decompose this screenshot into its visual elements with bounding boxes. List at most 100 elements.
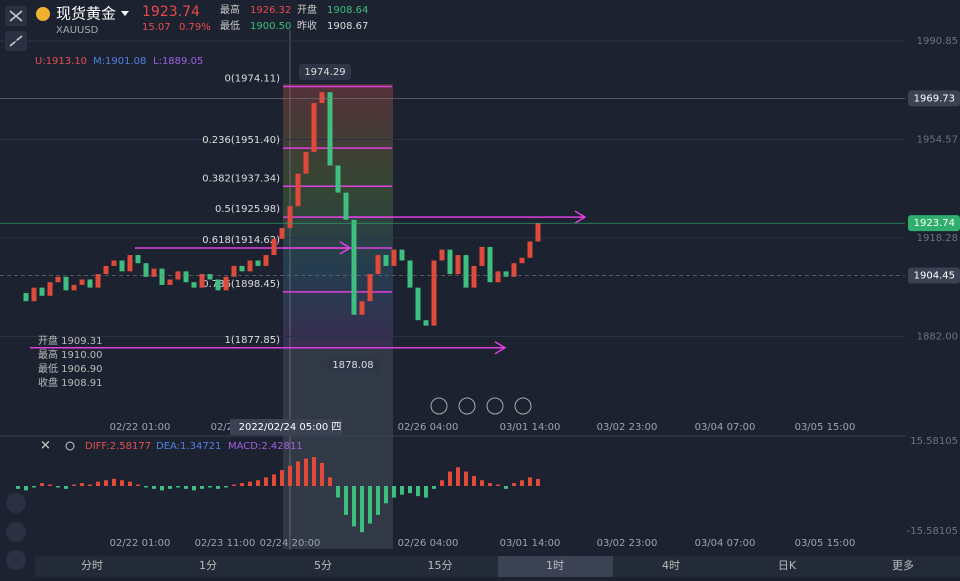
arrow [30,341,507,355]
candle [223,276,229,291]
stat-value: 1900.50 [250,21,291,32]
timeframe-tab[interactable]: 更多 [892,558,914,572]
timeframe-tab[interactable]: 4时 [662,559,680,572]
x-tick-label: 03/02 23:00 [597,422,658,433]
fib-label: 0.618(1914.62) [202,235,280,246]
candle [183,271,189,283]
macd-x-label: 03/01 14:00 [500,538,561,549]
macd-bar [312,457,316,486]
x-tick-label: 2022/02/24 05:00 四 [239,422,342,433]
macd-bar [216,486,220,489]
tool-button[interactable] [6,550,26,570]
macd-bar [144,486,148,488]
macd-bar [496,484,500,486]
zoom-in[interactable] [514,397,532,415]
candle [455,255,461,275]
change: 15.07 [142,22,171,33]
candle [231,265,237,277]
macd-bar [192,486,196,491]
candle [191,282,197,288]
stat-value: 1926.32 [250,5,291,16]
candle [495,271,501,283]
macd-bar [528,477,532,486]
candle [487,246,493,283]
macd-bar [80,483,84,486]
tool-button[interactable] [6,493,26,513]
macd-bar [392,486,396,498]
stat-value: 1908.64 [327,5,368,16]
dropdown[interactable] [121,11,129,16]
candle [359,301,365,315]
timeframe-tab[interactable]: 15分 [428,559,453,572]
stat-label: 最高 [220,3,240,16]
candle [327,92,333,166]
timeframe-tab[interactable]: 5分 [314,559,332,572]
macd-bar [208,486,212,488]
macd-bar [104,480,108,486]
macd-bar [424,486,428,498]
macd-bar [416,486,420,497]
zoom-out[interactable] [430,397,448,415]
price-tag-label: 1904.45 [914,271,955,282]
macd-bar [408,486,412,494]
macd-x-label: 03/05 15:00 [795,538,856,549]
boll-mid: M:1901.08 [93,56,146,67]
timeframe-tab[interactable]: 1时 [546,559,564,572]
prev[interactable] [458,397,476,415]
candle [439,249,445,261]
fib-label: 1(1877.85) [224,335,280,346]
next[interactable] [486,397,504,415]
candle [199,274,205,288]
candle [447,249,453,275]
macd-bar [376,486,380,515]
candle [127,255,133,272]
macd-bar [440,480,444,486]
macd-bar [224,486,228,488]
macd-bar [304,458,308,486]
macd-tick-label: -15.58105 [907,526,958,537]
candle [511,263,517,277]
macd-bar [360,486,364,533]
price-tag [908,267,960,284]
macd-bar [168,486,172,489]
x-tick-label: 02/23 [211,422,240,433]
candle [63,276,69,291]
tooltip-line: 最高 1910.00 [38,348,103,361]
macd-bar [448,471,452,486]
settings-icon[interactable] [65,441,75,451]
candle [159,268,165,285]
candle [55,276,61,283]
macd-bar [64,486,68,489]
timeframe-bar [35,556,960,577]
close-icon [9,10,23,22]
boll-upper: U:1913.10 [35,56,87,67]
boll-lower: L:1889.05 [153,56,203,67]
price-tag-label: 1969.73 [914,93,955,104]
candle [239,265,245,272]
macd-bar [368,486,372,524]
macd-bar [160,486,164,491]
candle [311,103,317,152]
close-macd[interactable]: ✕ [40,439,51,454]
fib-label: 0(1974.11) [224,73,280,84]
timeframe-tab[interactable]: 分时 [81,559,103,572]
change-pct: 0.79% [179,22,211,33]
symbol-code: XAUUSD [56,25,99,36]
candle [95,274,101,288]
candle [479,246,485,266]
timeframe-tab[interactable]: 日K [778,559,797,572]
macd-bar [320,462,324,486]
candle [423,320,429,326]
tool-button[interactable] [6,522,26,542]
macd-bar [344,486,348,515]
macd-bar [128,481,132,486]
timeframe-tab[interactable]: 1分 [199,559,217,572]
macd-bar [264,477,268,486]
candle [255,260,261,266]
fib-zone-lower [283,349,393,549]
candle [71,284,77,291]
macd-bar [40,483,44,486]
x-tick-label: 03/04 07:00 [695,422,756,433]
macd-bar [24,486,28,491]
